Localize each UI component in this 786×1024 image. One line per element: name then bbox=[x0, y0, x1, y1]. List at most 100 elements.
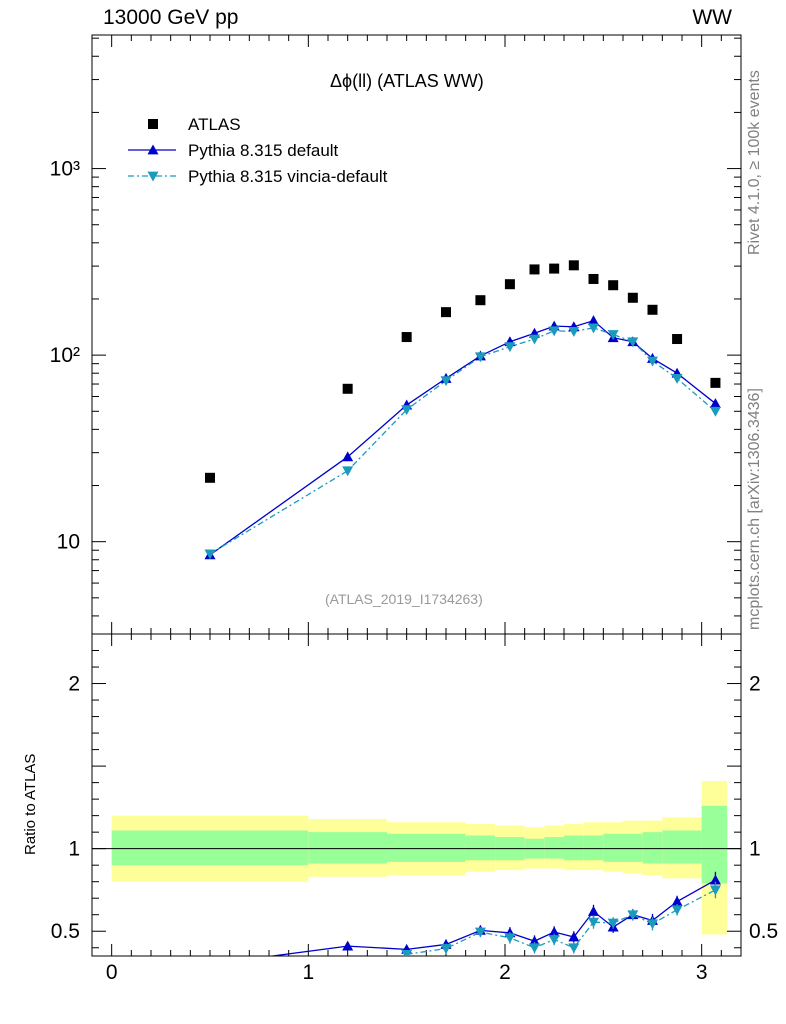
point-default-1 bbox=[342, 451, 354, 462]
point-atlas-7 bbox=[549, 263, 560, 274]
band-inner-13 bbox=[701, 805, 728, 884]
legend-label-default: Pythia 8.315 default bbox=[188, 141, 339, 160]
x-tick-label-1: 1 bbox=[302, 961, 314, 984]
y-tick-label-main-1: 10² bbox=[50, 344, 80, 367]
y-tick-label-main-0: 10 bbox=[57, 531, 80, 554]
y-tick-label-ratio-left-1: 1 bbox=[68, 838, 80, 861]
point-atlas-6 bbox=[529, 264, 540, 275]
point-vincia-10 bbox=[607, 330, 619, 340]
band-inner-12 bbox=[662, 830, 702, 864]
band-inner-2 bbox=[387, 833, 466, 862]
point-atlas-1 bbox=[342, 383, 353, 394]
ratio-series bbox=[205, 871, 721, 969]
ratio-point-default-13 bbox=[671, 896, 683, 906]
point-atlas-10 bbox=[608, 280, 619, 291]
point-vincia-1 bbox=[342, 466, 354, 477]
ratio-point-vincia-12 bbox=[709, 885, 721, 896]
ratio-point-default-9 bbox=[588, 905, 599, 916]
point-vincia-12 bbox=[647, 356, 658, 367]
point-atlas-0 bbox=[205, 472, 215, 483]
band-inner-7 bbox=[564, 835, 584, 861]
point-default-14 bbox=[709, 398, 721, 408]
ratio-plot: 0 1 2 3 0.5 0.5 1 1 2 2 bbox=[51, 633, 778, 984]
point-atlas-2 bbox=[401, 332, 412, 343]
point-vincia-0 bbox=[204, 549, 216, 560]
band-inner-8 bbox=[583, 835, 604, 861]
point-atlas-12 bbox=[647, 304, 658, 315]
band-inner-3 bbox=[465, 835, 496, 861]
y-tick-label-ratio-right-1: 1 bbox=[749, 838, 761, 861]
ratio-point-default-6 bbox=[529, 935, 540, 946]
ratio-point-vincia-9 bbox=[627, 910, 639, 921]
y-tick-label-ratio-left-0: 0.5 bbox=[51, 920, 80, 943]
ratio-point-default-0 bbox=[205, 959, 216, 969]
y-tick-label-ratio-right-2: 2 bbox=[749, 673, 761, 696]
y-tick-label-ratio-right-0: 0.5 bbox=[749, 920, 778, 943]
ratio-y-label: Ratio to ATLAS bbox=[22, 753, 39, 855]
y-tick-label-ratio-left-2: 2 bbox=[68, 673, 80, 696]
x-tick-label-2: 2 bbox=[499, 961, 511, 984]
legend-marker-vincia bbox=[147, 171, 159, 182]
ratio-point-default-14 bbox=[709, 874, 721, 885]
x-tick-label-3: 3 bbox=[696, 961, 708, 984]
point-vincia-2 bbox=[401, 405, 413, 416]
ratio-point-vincia-2 bbox=[474, 927, 486, 938]
ratio-point-default-8 bbox=[568, 931, 580, 942]
point-vincia-6 bbox=[529, 334, 540, 345]
legend-label-vincia: Pythia 8.315 vincia-default bbox=[188, 167, 388, 186]
ratio-point-vincia-11 bbox=[671, 905, 683, 916]
ratio-point-vincia-7 bbox=[588, 917, 599, 928]
band-inner-6 bbox=[544, 837, 564, 859]
legend-marker-default bbox=[147, 144, 159, 155]
series-vincia-line bbox=[209, 327, 716, 555]
ratio-point-vincia-5 bbox=[548, 935, 560, 945]
point-atlas-8 bbox=[568, 260, 579, 271]
band-inner-1 bbox=[308, 832, 387, 864]
ratio-line-vincia bbox=[406, 889, 716, 955]
header-left: 13000 GeV pp bbox=[103, 6, 239, 29]
analysis-id: (ATLAS_2019_I1734263) bbox=[325, 591, 483, 607]
ratio-point-vincia-10 bbox=[647, 919, 658, 930]
ratio-point-vincia-6 bbox=[568, 943, 580, 954]
point-vincia-3 bbox=[440, 376, 452, 387]
point-vincia-13 bbox=[671, 374, 683, 384]
header-right: WW bbox=[692, 6, 732, 29]
x-tick-label-0: 0 bbox=[106, 961, 118, 984]
ratio-point-default-1 bbox=[342, 940, 354, 951]
point-vincia-5 bbox=[504, 342, 516, 353]
point-atlas-14 bbox=[710, 377, 721, 388]
y-tick-label-main-2: 10³ bbox=[50, 158, 80, 181]
point-vincia-7 bbox=[548, 326, 560, 337]
plot-title: Δϕ(ll) (ATLAS WW) bbox=[330, 71, 484, 91]
main-plot: 10 10² 10³ bbox=[50, 34, 742, 635]
ratio-point-vincia-3 bbox=[504, 933, 516, 944]
band-inner-0 bbox=[111, 830, 309, 866]
ratio-point-vincia-0 bbox=[401, 949, 413, 956]
point-default-9 bbox=[588, 315, 599, 326]
ratio-point-vincia-4 bbox=[529, 943, 540, 954]
legend-markers bbox=[128, 119, 176, 182]
ratio-frame bbox=[91, 633, 742, 957]
legend-marker-atlas bbox=[148, 119, 158, 129]
point-atlas-13 bbox=[672, 334, 683, 345]
band-inner-10 bbox=[623, 833, 643, 862]
point-atlas-4 bbox=[475, 295, 486, 306]
point-vincia-11 bbox=[627, 337, 639, 348]
point-vincia-14 bbox=[709, 406, 721, 417]
point-vincia-8 bbox=[568, 327, 580, 337]
ratio-point-vincia-1 bbox=[440, 944, 452, 955]
band-inner-9 bbox=[603, 833, 623, 862]
ratio-point-default-7 bbox=[548, 926, 560, 937]
ratio-point-vincia-8 bbox=[607, 918, 619, 929]
ratio-line-default bbox=[267, 879, 716, 956]
point-atlas-9 bbox=[588, 273, 599, 284]
series-default-line bbox=[209, 319, 716, 556]
point-atlas-5 bbox=[504, 279, 515, 290]
band-inner-11 bbox=[642, 832, 663, 864]
point-vincia-9 bbox=[588, 323, 599, 334]
legend-label-atlas: ATLAS bbox=[188, 115, 241, 134]
point-atlas-11 bbox=[627, 292, 638, 303]
point-vincia-4 bbox=[474, 352, 486, 363]
point-atlas-3 bbox=[441, 307, 451, 318]
